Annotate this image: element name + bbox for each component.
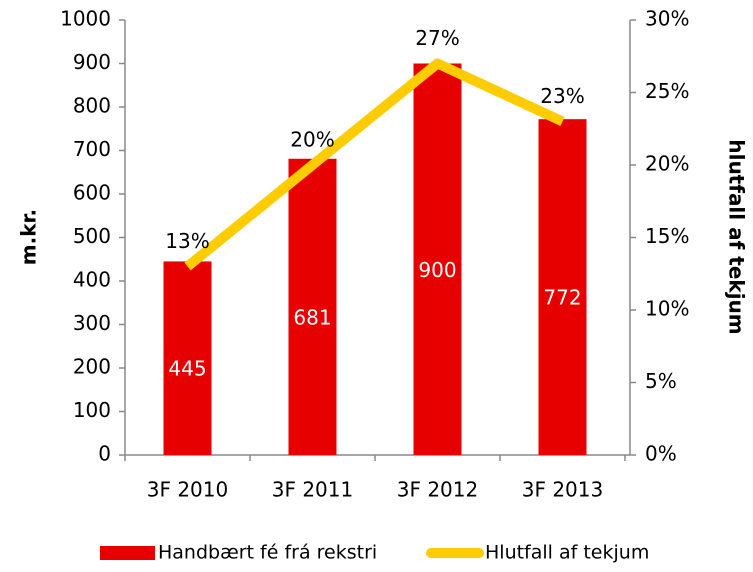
y-tick-label: 100 xyxy=(73,398,111,422)
line-value-label: 13% xyxy=(165,229,209,253)
x-tick-label: 3F 2012 xyxy=(397,478,478,502)
y2-tick-label: 0% xyxy=(645,442,677,466)
bar xyxy=(288,158,337,455)
y-tick-label: 700 xyxy=(73,137,111,161)
line-value-label: 23% xyxy=(540,84,584,108)
y2-tick-label: 25% xyxy=(645,79,689,103)
y2-axis-label: hlutfall af tekjum xyxy=(725,139,749,334)
y-tick-label: 800 xyxy=(73,94,111,118)
x-tick-label: 3F 2010 xyxy=(147,478,228,502)
legend-swatch xyxy=(100,546,155,560)
x-tick-label: 3F 2011 xyxy=(272,478,353,502)
legend-label: Handbært fé frá rekstri xyxy=(158,542,377,564)
y-tick-label: 600 xyxy=(73,181,111,205)
y2-tick-label: 30% xyxy=(645,7,689,31)
bar xyxy=(163,261,212,455)
bar-value-label: 681 xyxy=(293,305,331,329)
line-value-label: 20% xyxy=(290,128,334,152)
y-tick-label: 300 xyxy=(73,311,111,335)
legend-label: Hlutfall af tekjum xyxy=(485,542,649,564)
y2-tick-label: 20% xyxy=(645,152,689,176)
line xyxy=(184,58,565,271)
bar-value-label: 900 xyxy=(418,258,456,282)
bar-value-label: 772 xyxy=(543,286,581,310)
y-tick-label: 900 xyxy=(73,50,111,74)
y2-tick-label: 15% xyxy=(645,224,689,248)
bar xyxy=(538,119,587,456)
bar-value-label: 445 xyxy=(168,357,206,381)
y2-tick-label: 5% xyxy=(645,369,677,393)
y-tick-label: 500 xyxy=(73,224,111,248)
y-tick-label: 200 xyxy=(73,355,111,379)
y-tick-label: 0 xyxy=(98,442,111,466)
x-tick-label: 3F 2013 xyxy=(522,478,603,502)
y-tick-label: 1000 xyxy=(60,7,111,31)
line-value-label: 27% xyxy=(415,26,459,50)
y-axis-label: m.kr. xyxy=(17,209,41,265)
y2-tick-label: 10% xyxy=(645,297,689,321)
bar xyxy=(413,63,462,455)
y-tick-label: 400 xyxy=(73,268,111,292)
